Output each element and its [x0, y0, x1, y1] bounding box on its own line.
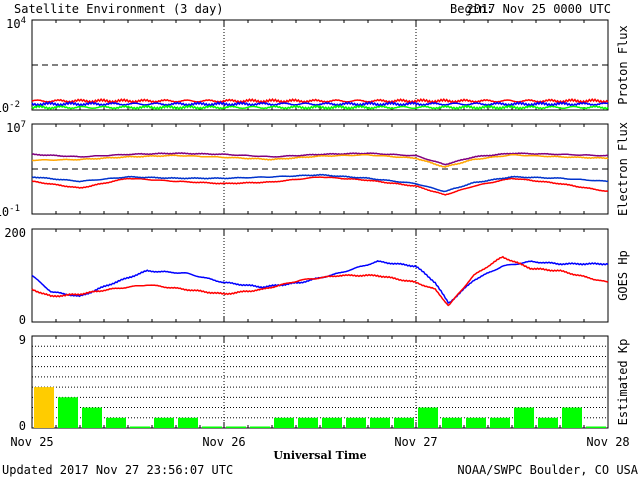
kp-bar: [586, 426, 606, 428]
kp-bar: [322, 417, 342, 428]
y-axis-label: Electron Flux: [616, 122, 630, 216]
panels-group: 104 10-2 Proton Flux 107 10-1 Electron Flux 20…: [0, 16, 630, 449]
series-line-red: [31, 255, 609, 307]
kp-bar: [562, 407, 582, 428]
kp-bar: [394, 417, 414, 428]
kp-bar: [466, 417, 486, 428]
y-tick-label-top: 107: [6, 120, 26, 135]
kp-bar: [202, 426, 222, 428]
y-tick-label-bottom: 10-2: [0, 100, 20, 115]
series-line-red: [31, 176, 609, 196]
y-tick-label-top: 104: [6, 16, 26, 31]
x-tick-label: Nov 28: [586, 435, 629, 449]
series-line-green: [31, 104, 609, 111]
series-line-navy: [31, 173, 609, 193]
series-line-purple: [31, 151, 609, 166]
y-tick-label-bottom: 0: [19, 313, 26, 327]
begin-label: Begin:: [450, 2, 493, 16]
y-tick-exponent: 4: [21, 16, 26, 26]
y-tick-label-bottom: 10-1: [0, 204, 20, 219]
y-axis-label: Estimated Kp: [616, 339, 630, 426]
kp-bar: [106, 417, 126, 428]
y-tick-exponent: 7: [21, 120, 26, 130]
kp-bar: [58, 397, 78, 428]
panel-4: [31, 335, 609, 429]
y-tick-exponent: -1: [9, 204, 20, 214]
series-line-blue: [31, 260, 609, 305]
x-tick-label: Nov 27: [394, 435, 437, 449]
kp-bar: [82, 407, 102, 428]
y-axis-label: Proton Flux: [616, 25, 630, 104]
series-line-blue: [31, 100, 609, 108]
kp-bar: [514, 407, 534, 428]
updated-timestamp: Updated 2017 Nov 27 23:56:07 UTC: [2, 463, 233, 477]
y-tick-exponent: -2: [9, 100, 20, 110]
kp-bar: [130, 426, 150, 428]
panel-frame: [31, 19, 609, 111]
kp-bar: [346, 417, 366, 428]
kp-bar: [226, 426, 246, 428]
y-tick-label-top: 9: [19, 333, 26, 347]
kp-bar: [298, 417, 318, 428]
y-tick-label-top: 200: [4, 226, 26, 240]
x-axis-label: Universal Time: [273, 449, 366, 462]
panel-1: [31, 19, 609, 111]
x-tick-label: Nov 26: [202, 435, 245, 449]
credit-text: NOAA/SWPC Boulder, CO USA: [457, 463, 638, 477]
kp-bar: [34, 387, 54, 428]
panel-frame: [31, 228, 609, 323]
kp-bar: [490, 417, 510, 428]
panel-2: [31, 123, 609, 215]
begin-value: 2017 Nov 25 0000 UTC: [467, 2, 612, 16]
chart-title: Satellite Environment (3 day): [14, 2, 224, 16]
panel-3: [31, 228, 609, 323]
series-line-red: [31, 97, 609, 105]
kp-bar: [154, 417, 174, 428]
panel-frame: [31, 123, 609, 215]
y-tick-label-bottom: 0: [19, 419, 26, 433]
kp-bar: [178, 417, 198, 428]
kp-bar: [442, 417, 462, 428]
x-tick-label: Nov 25: [10, 435, 53, 449]
kp-bar: [274, 417, 294, 428]
y-axis-label: GOES Hp: [616, 250, 630, 301]
kp-bar: [370, 417, 390, 428]
series-line-orange: [31, 153, 609, 168]
kp-bar: [538, 417, 558, 428]
kp-bar: [418, 407, 438, 428]
kp-bar: [250, 426, 270, 428]
